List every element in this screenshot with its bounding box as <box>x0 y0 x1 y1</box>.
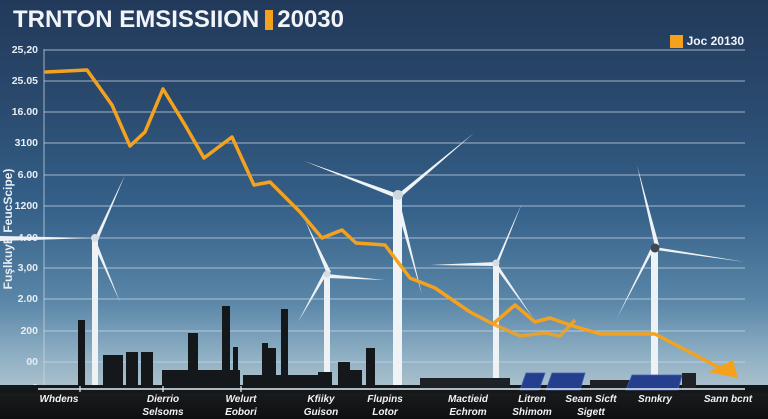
x-tick-line1: Sann bcnt <box>703 394 753 405</box>
x-tick-line2: Eobori <box>225 407 257 418</box>
x-axis-ticks <box>79 386 242 392</box>
x-tick-line2: Guison <box>303 407 339 418</box>
x-tick-line1: Dierrio <box>146 394 180 405</box>
x-tick-label: Sann bcnt <box>683 393 768 406</box>
x-tick-label: Whdens <box>14 393 104 406</box>
legend-swatch-icon <box>669 34 683 48</box>
x-tick-line1: Snnkry <box>638 394 672 405</box>
wind-turbine-icon <box>304 133 474 390</box>
y-tick: 200 <box>20 325 38 337</box>
y-tick: 3100 <box>14 137 38 149</box>
x-tick-label: Welurt Eobori <box>196 393 286 419</box>
x-tick-line1: Kfiiky <box>307 394 335 405</box>
y-tick: 25.05 <box>11 75 38 87</box>
x-tick-line2: Sigett <box>577 407 605 418</box>
wind-turbine-icon <box>617 165 745 390</box>
x-tick-line1: Mactieid <box>447 394 488 405</box>
y-tick: 00 <box>26 356 38 368</box>
y-tick: 16.00 <box>11 106 38 118</box>
x-tick-line2: Selsoms <box>142 407 184 418</box>
chart-title: TRNTON EMSISSIION 20030 <box>13 6 344 34</box>
solar-panel-icon <box>519 372 683 391</box>
legend: Joc 20130 <box>669 34 744 48</box>
x-tick-line2: Lotor <box>372 407 398 418</box>
x-tick-line1: Welurt <box>225 394 257 405</box>
title-accent-mark <box>265 10 274 30</box>
x-tick-line2: Shimom <box>512 407 552 418</box>
chart-title-text: TRNTON EMSISSIION <box>13 6 260 33</box>
chart-title-year: 20030 <box>277 6 344 33</box>
y-tick: 3,00 <box>17 262 38 274</box>
series-line-joc-20130 <box>44 68 724 371</box>
y-tick: 25,20 <box>11 44 38 56</box>
x-tick-label: Dierrio Selsoms <box>118 393 208 419</box>
x-tick-line1: Whdens <box>39 394 79 405</box>
x-tick-label: Litren Shimom <box>487 393 577 419</box>
x-tick-label: Mactieid Echrom <box>423 393 513 419</box>
factory-silhouette-icon <box>420 373 696 390</box>
y-tick: 1200 <box>14 200 38 212</box>
x-tick-line1: Flupins <box>367 394 403 405</box>
y-tick: 2.00 <box>17 293 38 305</box>
wind-turbine-icon <box>298 220 385 390</box>
legend-label: Joc 20130 <box>686 34 744 48</box>
x-tick-line2: Echrom <box>449 407 487 418</box>
x-tick-line1: Litren <box>518 394 546 405</box>
x-tick-line1: Seam Sicft <box>565 394 617 405</box>
x-tick-label: Flupins Lotor <box>340 393 430 419</box>
trend-arrowhead-icon <box>708 360 738 378</box>
series-line-secondary-trace <box>492 318 577 338</box>
x-tick-label: Snnkry <box>610 393 700 406</box>
y-tick: 6.00 <box>17 169 38 181</box>
x-tick-label: Kfiiky Guison <box>276 393 366 419</box>
x-tick-label: Seam Sicft Sigett <box>546 393 636 419</box>
wind-turbine-icon <box>0 175 125 388</box>
